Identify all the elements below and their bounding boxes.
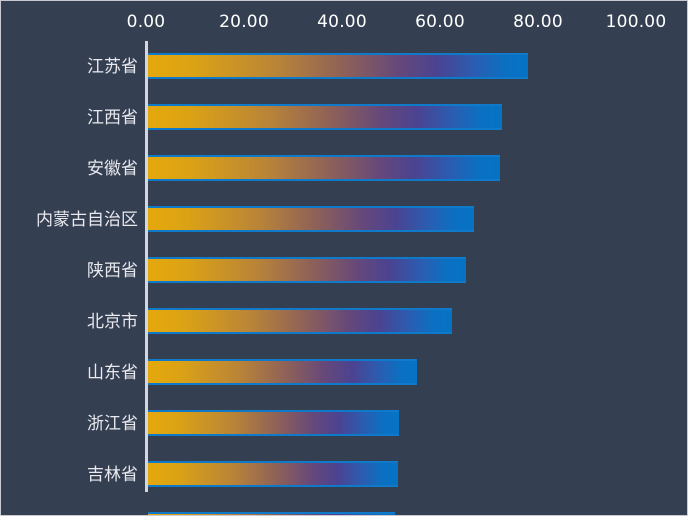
- x-tick-label: 0.00: [126, 12, 166, 32]
- bar-row: 安徽省: [1, 143, 687, 194]
- bar-row: 上海市: [1, 500, 687, 515]
- y-axis-line: [145, 41, 148, 492]
- bar-row: 吉林省: [1, 449, 687, 500]
- x-tick-label: 80.00: [513, 12, 563, 32]
- bar-fill: [148, 257, 466, 283]
- x-tick-label: 60.00: [415, 12, 465, 32]
- bar-row: 陕西省: [1, 245, 687, 296]
- bar-fill: [148, 512, 395, 515]
- category-label: 上海市: [87, 500, 138, 515]
- category-label: 山东省: [87, 362, 138, 383]
- bar[interactable]: [148, 410, 399, 436]
- category-label: 浙江省: [87, 413, 138, 434]
- bar-row: 浙江省: [1, 398, 687, 449]
- category-label: 安徽省: [87, 158, 138, 179]
- bar[interactable]: [148, 257, 466, 283]
- x-tick-label: 20.00: [219, 12, 269, 32]
- category-label: 陕西省: [87, 260, 138, 281]
- bar[interactable]: [148, 104, 502, 130]
- bar-row: 内蒙古自治区: [1, 194, 687, 245]
- bar-row: 江西省: [1, 92, 687, 143]
- bar-row: 江苏省: [1, 41, 687, 92]
- category-label: 内蒙古自治区: [36, 209, 138, 230]
- bar-fill: [148, 359, 417, 385]
- category-label: 江西省: [87, 107, 138, 128]
- category-label: 江苏省: [87, 56, 138, 77]
- category-label: 吉林省: [87, 464, 138, 485]
- bar-fill: [148, 206, 475, 232]
- plot-area: 江苏省江西省安徽省内蒙古自治区陕西省北京市山东省浙江省吉林省上海市: [1, 41, 687, 515]
- bar-fill: [148, 104, 502, 130]
- bar[interactable]: [148, 155, 500, 181]
- x-tick-label: 100.00: [605, 12, 667, 32]
- bar-fill: [148, 308, 452, 334]
- bar[interactable]: [148, 53, 529, 79]
- bar-fill: [148, 410, 399, 436]
- bar[interactable]: [148, 308, 452, 334]
- bar-row: 山东省: [1, 347, 687, 398]
- bar-fill: [148, 155, 500, 181]
- x-tick-label: 40.00: [317, 12, 367, 32]
- x-axis: 0.00 20.00 40.00 60.00 80.00 100.00: [1, 1, 687, 41]
- bar-fill: [148, 461, 398, 487]
- bar[interactable]: [148, 512, 395, 515]
- bar-fill: [148, 53, 529, 79]
- bar-row: 北京市: [1, 296, 687, 347]
- bar[interactable]: [148, 206, 475, 232]
- bar[interactable]: [148, 359, 417, 385]
- bar[interactable]: [148, 461, 398, 487]
- category-label: 北京市: [87, 311, 138, 332]
